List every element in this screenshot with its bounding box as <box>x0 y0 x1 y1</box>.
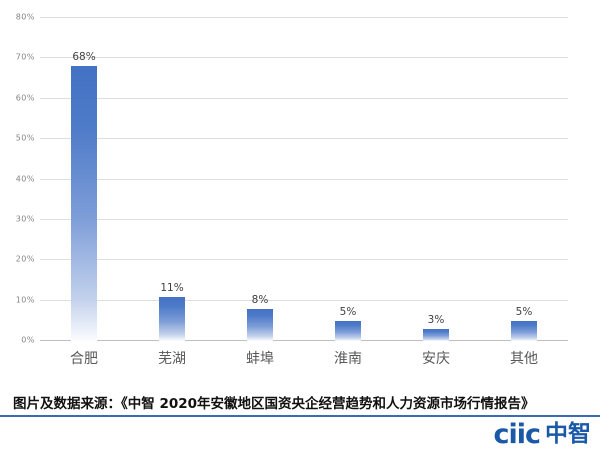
y-tick-label: 10% <box>15 295 35 305</box>
ciic-logo: ciic 中智 <box>493 421 591 448</box>
category-label: 芜湖 <box>158 351 186 367</box>
value-label: 68% <box>72 51 96 64</box>
gridline: 70% <box>16 53 568 62</box>
gridline: 40% <box>16 174 568 183</box>
gridline: 10% <box>16 295 568 304</box>
value-label: 5% <box>339 305 357 318</box>
category-label: 蚌埠 <box>246 351 274 367</box>
bar-蚌埠: 8% <box>247 294 273 341</box>
y-tick-label: 20% <box>15 254 35 264</box>
category-label: 安庆 <box>422 351 450 367</box>
value-label: 3% <box>427 313 445 326</box>
category-label: 其他 <box>510 351 538 367</box>
value-label: 8% <box>251 293 269 306</box>
bar-安庆: 3% <box>423 314 449 341</box>
value-label: 11% <box>160 281 184 294</box>
category-label: 淮南 <box>334 351 362 367</box>
bar-其他: 5% <box>511 306 537 341</box>
y-tick-label: 80% <box>15 12 35 22</box>
y-tick-label: 40% <box>15 174 35 183</box>
y-tick-label: 0% <box>21 335 35 345</box>
bar-chart: 0% 10% 20% 30% 40% 50% 60% 70% 80% 68% 合肥 11% 芜湖 8% 蚌埠… <box>16 13 568 367</box>
bar-合肥: 68% <box>71 51 97 341</box>
category-label: 合肥 <box>70 351 98 367</box>
y-tick-label: 30% <box>15 214 35 224</box>
divider-rule <box>0 415 600 417</box>
gridline: 30% <box>16 214 568 223</box>
gridline: 50% <box>16 134 568 143</box>
source-note: 图片及数据来源：《中智 2020年安徽地区国资央企经营趋势和人力资源市场行情报告… <box>13 396 535 412</box>
ciic-logo-cjk: 中智 <box>545 421 591 447</box>
x-axis-line: 0% <box>21 336 568 345</box>
ciic-logo-latin: ciic <box>493 419 541 450</box>
y-tick-label: 60% <box>15 93 35 103</box>
value-label: 5% <box>515 305 533 318</box>
y-tick-label: 70% <box>15 52 35 62</box>
gridline: 20% <box>16 255 568 264</box>
bar-芜湖: 11% <box>159 282 185 341</box>
y-tick-label: 50% <box>15 133 35 143</box>
gridline: 80% <box>16 13 568 22</box>
gridline: 60% <box>16 93 568 102</box>
bar-淮南: 5% <box>335 306 361 341</box>
